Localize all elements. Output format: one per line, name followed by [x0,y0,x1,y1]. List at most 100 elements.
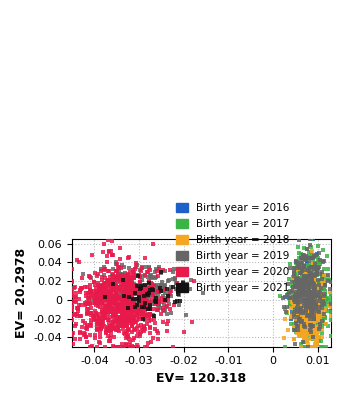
Point [164,321,170,327]
Point [314,289,320,296]
Point [311,299,317,305]
Point [312,318,317,324]
Point [131,319,136,326]
Point [174,298,180,304]
Point [291,295,296,301]
Point [298,301,303,308]
Point [321,286,326,293]
Point [297,310,302,316]
Point [309,303,314,310]
Point [316,315,321,321]
Point [292,272,298,278]
Point [299,325,304,331]
Point [313,326,319,332]
Point [304,270,310,276]
Point [296,274,301,281]
Point [129,286,135,292]
Point [310,333,316,339]
Point [300,284,306,290]
Point [303,306,309,312]
Point [310,334,316,341]
Point [307,291,313,298]
Point [139,304,145,310]
Point [299,294,304,300]
Point [308,308,313,314]
Point [309,275,315,281]
Point [294,322,299,328]
Point [115,319,120,326]
Point [308,322,314,329]
Point [303,306,309,312]
Point [319,302,325,308]
Point [295,322,300,329]
Point [80,275,85,281]
Point [293,317,299,323]
Point [304,260,310,267]
Point [93,289,99,296]
Point [142,313,147,319]
Point [308,274,313,281]
Point [311,313,317,319]
Point [325,252,330,259]
Point [293,317,299,324]
Point [107,328,112,334]
Point [308,298,313,304]
Point [300,307,306,314]
Point [312,287,317,293]
Point [302,276,307,283]
Point [318,344,324,350]
Point [308,269,313,276]
Point [101,315,107,321]
Point [309,315,315,321]
Point [309,283,314,290]
Point [303,327,309,333]
Point [147,312,152,319]
Point [123,319,128,325]
Point [303,294,309,300]
Point [137,279,143,285]
Point [305,268,311,275]
Point [104,290,110,297]
Point [69,298,75,304]
Point [328,290,333,297]
Point [174,280,179,286]
Point [308,297,313,303]
Point [120,292,125,299]
Point [123,334,129,341]
Point [301,299,306,306]
Point [117,307,122,314]
Point [101,286,107,292]
Point [298,262,304,268]
Point [294,293,300,299]
Point [111,319,116,325]
Point [84,326,90,332]
Point [300,266,305,272]
Point [304,298,309,305]
Point [74,299,79,305]
Point [298,333,303,340]
Point [137,294,142,300]
Point [289,309,294,315]
Point [307,306,312,313]
Point [317,257,322,263]
Point [108,288,114,295]
Point [146,290,151,296]
Point [81,332,86,338]
Point [316,296,322,302]
Point [147,303,152,309]
Point [300,292,306,299]
Point [303,327,309,334]
Point [290,298,295,304]
Point [304,291,309,298]
Point [306,288,312,294]
Y-axis label: EV= 20.2978: EV= 20.2978 [15,248,28,338]
Point [103,326,109,333]
Point [126,334,131,340]
Point [307,278,313,284]
Point [77,330,82,337]
Point [315,264,320,270]
Point [137,300,143,306]
Point [317,282,322,288]
Point [320,272,326,278]
Point [129,295,134,302]
